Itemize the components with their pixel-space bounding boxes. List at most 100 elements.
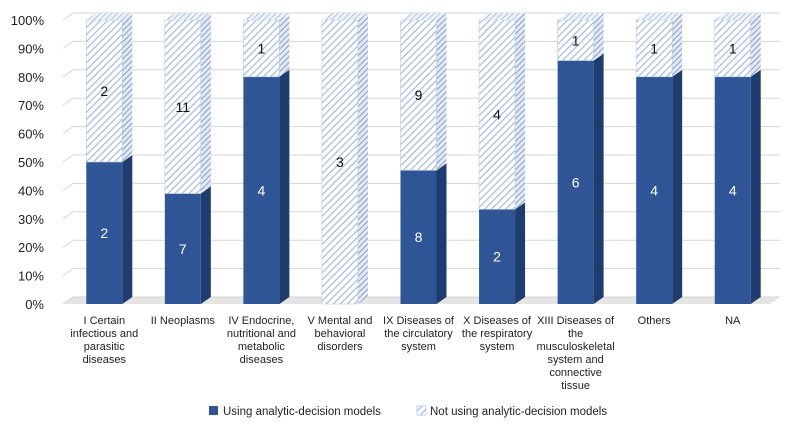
bar-top — [479, 13, 526, 20]
bar-group: 89 — [400, 13, 447, 304]
bar-top — [86, 13, 133, 20]
bar-top — [400, 13, 447, 20]
bar-segment — [400, 170, 437, 304]
gridline — [62, 211, 780, 220]
data-label: 4 — [493, 107, 501, 123]
gridline — [62, 97, 780, 106]
gridline — [62, 69, 780, 78]
bar-top — [164, 13, 211, 20]
bar-side — [122, 155, 133, 304]
y-tick-label: 0% — [25, 297, 44, 312]
gridline — [62, 268, 780, 277]
bar-side — [750, 13, 761, 77]
gridline — [62, 182, 780, 191]
bar-segment — [164, 193, 201, 304]
bar-segment — [86, 162, 123, 304]
gridline — [62, 296, 780, 305]
bar-top — [636, 13, 683, 20]
bar-top — [714, 13, 761, 20]
bar-segment — [321, 20, 358, 304]
bar-segment — [479, 20, 516, 210]
y-tick-label: 90% — [18, 41, 44, 56]
bar-group: 3 — [321, 13, 368, 305]
bar-side — [672, 69, 683, 304]
category-label: IX Diseases of the circulatory system — [383, 315, 455, 353]
bar-segment — [243, 76, 280, 304]
data-label: 2 — [100, 225, 108, 241]
bar-segment — [636, 76, 673, 304]
bar-side — [200, 13, 211, 194]
category-label: XIII Diseases of the musculoskeletal system… — [536, 315, 615, 392]
bar-top — [321, 13, 368, 20]
bar-top — [243, 13, 290, 20]
bar-side — [593, 13, 604, 61]
data-label: 1 — [729, 40, 737, 56]
y-axis: 0% 10% 20% 30% 40% 50% 60% 70% 80% 90% 100% — [11, 13, 45, 312]
x-axis-labels: I Certain infectious and parasitic diseases… — [70, 315, 741, 392]
bar-group: 41 — [635, 13, 683, 304]
legend-label-not-using: Not using analytic-decision models — [430, 406, 607, 418]
bar-side — [200, 186, 211, 304]
gridline — [62, 12, 780, 21]
bar-segment — [557, 60, 594, 305]
bar-side — [357, 13, 368, 304]
data-label: 6 — [572, 174, 580, 190]
y-tick-label: 80% — [18, 70, 44, 85]
data-label: 4 — [729, 182, 737, 198]
category-label: V Mental and behavioral disorders — [308, 315, 373, 353]
category-label: I Certain infectious and parasitic diseases — [70, 315, 138, 366]
data-label: 4 — [650, 182, 658, 198]
bar-side — [750, 69, 761, 304]
category-label: Others — [638, 315, 672, 327]
legend-swatch-using — [209, 406, 218, 415]
bar-segment — [557, 20, 594, 61]
bar-side — [122, 13, 133, 162]
bar-segment — [86, 20, 123, 162]
gridline — [62, 126, 780, 135]
bar-segment — [243, 20, 280, 77]
data-label: 1 — [572, 32, 580, 48]
bar-side — [515, 13, 526, 210]
legend-label-using: Using analytic-decision models — [223, 406, 381, 418]
data-label: 11 — [176, 99, 191, 115]
y-tick-label: 20% — [18, 240, 44, 255]
category-label: II Neoplasms — [151, 315, 216, 327]
bar-group: 7 11 — [164, 13, 211, 304]
data-label: 8 — [415, 229, 423, 245]
data-label: 1 — [650, 40, 658, 56]
bar-top — [557, 13, 604, 20]
bar-side — [279, 69, 290, 304]
bar-group: 41 — [243, 13, 290, 304]
y-tick-label: 10% — [18, 269, 44, 284]
bar-side — [515, 202, 526, 304]
bar-segment — [636, 20, 673, 77]
bar-segment — [714, 76, 751, 304]
data-label: 2 — [100, 83, 108, 99]
y-tick-label: 60% — [18, 127, 44, 142]
bar-segment — [479, 209, 516, 304]
y-tick-label: 30% — [18, 212, 44, 227]
bar-group: 22 — [85, 13, 133, 304]
data-label: 7 — [179, 241, 187, 257]
y-tick-label: 70% — [18, 98, 44, 113]
gridline — [62, 239, 780, 248]
gridline — [62, 154, 780, 163]
gridline — [62, 40, 780, 49]
y-tick-label: 40% — [18, 183, 44, 198]
bar-group: 41 — [714, 13, 761, 304]
data-label: 3 — [336, 154, 344, 170]
data-label: 2 — [493, 249, 501, 265]
bar-side — [436, 13, 447, 171]
bar-side — [436, 163, 447, 304]
bar-segment — [164, 20, 201, 194]
bar-side — [279, 13, 290, 77]
y-tick-label: 100% — [11, 13, 45, 28]
data-label: 1 — [257, 40, 265, 56]
bar-segment — [714, 20, 751, 77]
category-label: X Diseases of the respiratory system — [462, 315, 533, 353]
bar-side — [672, 13, 683, 77]
y-tick-label: 50% — [18, 155, 44, 170]
bar-group: 24 — [478, 13, 526, 304]
